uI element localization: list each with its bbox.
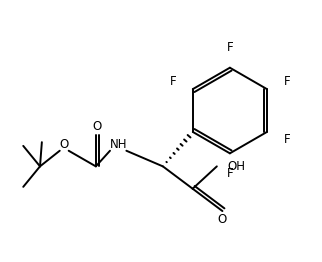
Text: F: F (284, 75, 290, 88)
Text: F: F (227, 41, 233, 54)
Text: O: O (93, 120, 102, 133)
Text: NH: NH (109, 138, 127, 151)
Text: F: F (284, 133, 290, 146)
Text: F: F (227, 167, 233, 180)
Text: F: F (169, 75, 176, 88)
Text: OH: OH (227, 160, 245, 173)
Text: O: O (60, 138, 69, 151)
Text: O: O (218, 213, 227, 226)
